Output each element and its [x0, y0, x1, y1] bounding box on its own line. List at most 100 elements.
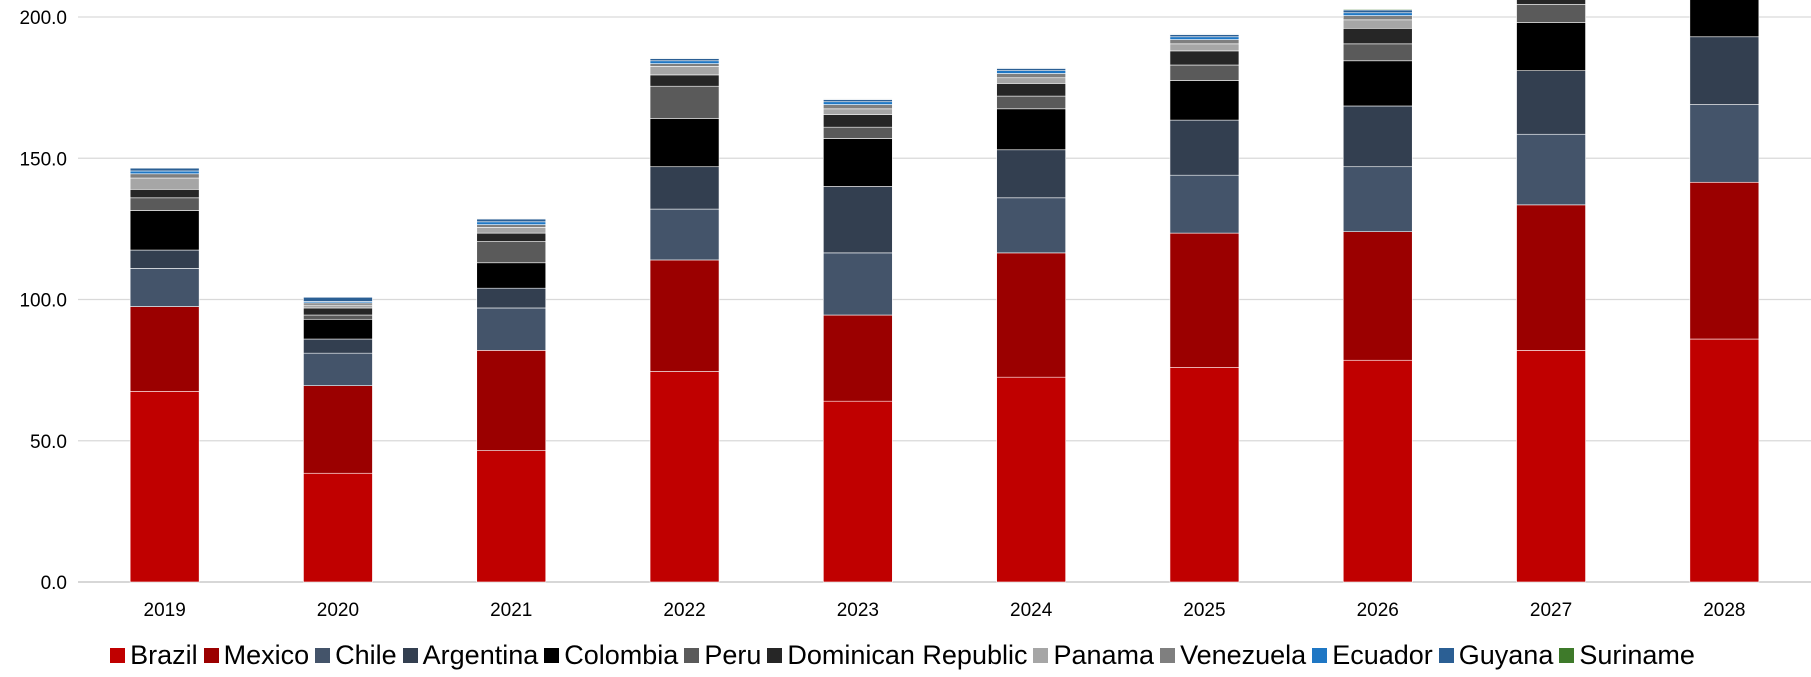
- bar-segment: [1169, 64, 1240, 81]
- bar-segment: [1169, 80, 1240, 121]
- bar-segment: [649, 118, 720, 168]
- bar-segment: [823, 252, 893, 316]
- bar-segment: [303, 314, 373, 320]
- bar-segment: [1342, 60, 1413, 107]
- bar-segment: [823, 138, 893, 187]
- bar-segment: [1342, 27, 1413, 45]
- bar-segment: [649, 63, 720, 67]
- bar-segment: [649, 66, 720, 76]
- bar-segment: [996, 83, 1066, 97]
- bar-segment: [996, 197, 1066, 254]
- bar-segment: [129, 170, 200, 175]
- bar-segment: [303, 304, 373, 309]
- legend-label: Ecuador: [1332, 640, 1433, 670]
- legend-item: Chile: [315, 640, 397, 671]
- legend-swatch: [315, 648, 331, 663]
- x-tick-label: 2020: [317, 600, 359, 621]
- bar-segment: [1342, 8, 1413, 11]
- bar-segment: [823, 101, 893, 105]
- legend-item: Brazil: [110, 640, 198, 671]
- x-tick-label: 2026: [1357, 600, 1399, 621]
- bar-segment: [823, 400, 893, 583]
- bar-segment: [303, 472, 373, 583]
- y-axis-ticks: 0.0 50.0 100.0 150.0 200.0: [19, 8, 67, 594]
- bar-segment: [1516, 133, 1586, 206]
- bar-segment: [996, 149, 1066, 199]
- bar-segment: [1516, 22, 1586, 71]
- bar-segment: [1516, 70, 1586, 135]
- bar-segment: [1342, 15, 1413, 21]
- legend-label: Chile: [335, 640, 397, 670]
- y-tick-label: 150.0: [19, 149, 67, 170]
- legend-swatch: [1033, 648, 1049, 663]
- bar-segment: [476, 262, 547, 289]
- bar-segment: [1169, 50, 1240, 66]
- bar-segment: [996, 73, 1066, 79]
- bar-segment: [129, 268, 200, 307]
- bar-segment: [996, 95, 1066, 110]
- bar-segment: [823, 314, 893, 402]
- y-tick-label: 0.0: [41, 573, 67, 594]
- bar-segment: [1169, 119, 1240, 176]
- legend-swatch: [1559, 648, 1575, 663]
- bar-segment: [1169, 366, 1240, 583]
- y-tick-label: 50.0: [30, 432, 67, 453]
- bar-segment: [1342, 359, 1413, 583]
- bar-segment: [129, 167, 200, 172]
- bar-segment: [303, 296, 373, 302]
- bar-segment: [1689, 36, 1760, 105]
- bar-segment: [476, 218, 547, 223]
- legend-item: Mexico: [203, 640, 309, 671]
- bar-segment: [1342, 231, 1413, 361]
- bar-segment: [1342, 9, 1413, 14]
- legend-label: Guyana: [1458, 640, 1554, 670]
- legend-label: Panama: [1053, 640, 1155, 670]
- bar-segment: [996, 67, 1066, 69]
- legend-swatch: [1438, 648, 1454, 663]
- legend-swatch: [110, 648, 126, 663]
- bar-segment: [303, 307, 373, 316]
- bar-segment: [129, 306, 200, 392]
- x-tick-label: 2019: [144, 600, 186, 621]
- bar-segment: [823, 99, 893, 103]
- bar-segment: [129, 197, 200, 211]
- bar-segment: [129, 391, 200, 583]
- bar-segment: [303, 352, 373, 386]
- bar-segment: [476, 221, 547, 225]
- bar-segment: [996, 68, 1066, 71]
- bar-segment: [1342, 166, 1413, 233]
- bar-segment: [649, 85, 720, 120]
- bar-segment: [476, 232, 547, 242]
- legend-label: Suriname: [1579, 640, 1695, 670]
- bar-segment: [1169, 39, 1240, 45]
- bar-segment: [996, 77, 1066, 84]
- legend-label: Colombia: [564, 640, 679, 670]
- bar-segment: [129, 177, 200, 190]
- legend-item: Argentina: [402, 640, 538, 671]
- bar-segment: [303, 318, 373, 340]
- bar-segment: [476, 227, 547, 234]
- bar-segment: [823, 104, 893, 110]
- bar-segment: [476, 218, 547, 220]
- legend-label: Dominican Republic: [787, 640, 1028, 670]
- bar-segment: [649, 60, 720, 64]
- x-tick-label: 2022: [663, 600, 705, 621]
- bar-segment: [1516, 350, 1586, 583]
- bar-segment: [129, 249, 200, 269]
- bar-segment: [1689, 181, 1760, 340]
- legend-item: Dominican Republic: [767, 640, 1027, 671]
- bar-segment: [1516, 3, 1586, 23]
- legend-label: Peru: [704, 640, 762, 670]
- legend-item: Venezuela: [1160, 640, 1306, 671]
- bar-segment: [649, 259, 720, 372]
- bar-segment: [649, 208, 720, 261]
- bar-segment: [1516, 0, 1586, 5]
- bar-segment: [1342, 19, 1413, 29]
- bar-segment: [476, 287, 547, 309]
- bar-segment: [1342, 12, 1413, 16]
- bar-segment: [1169, 34, 1240, 38]
- bar-segment: [823, 126, 893, 139]
- y-tick-label: 100.0: [19, 291, 67, 312]
- bar-segment: [823, 98, 893, 100]
